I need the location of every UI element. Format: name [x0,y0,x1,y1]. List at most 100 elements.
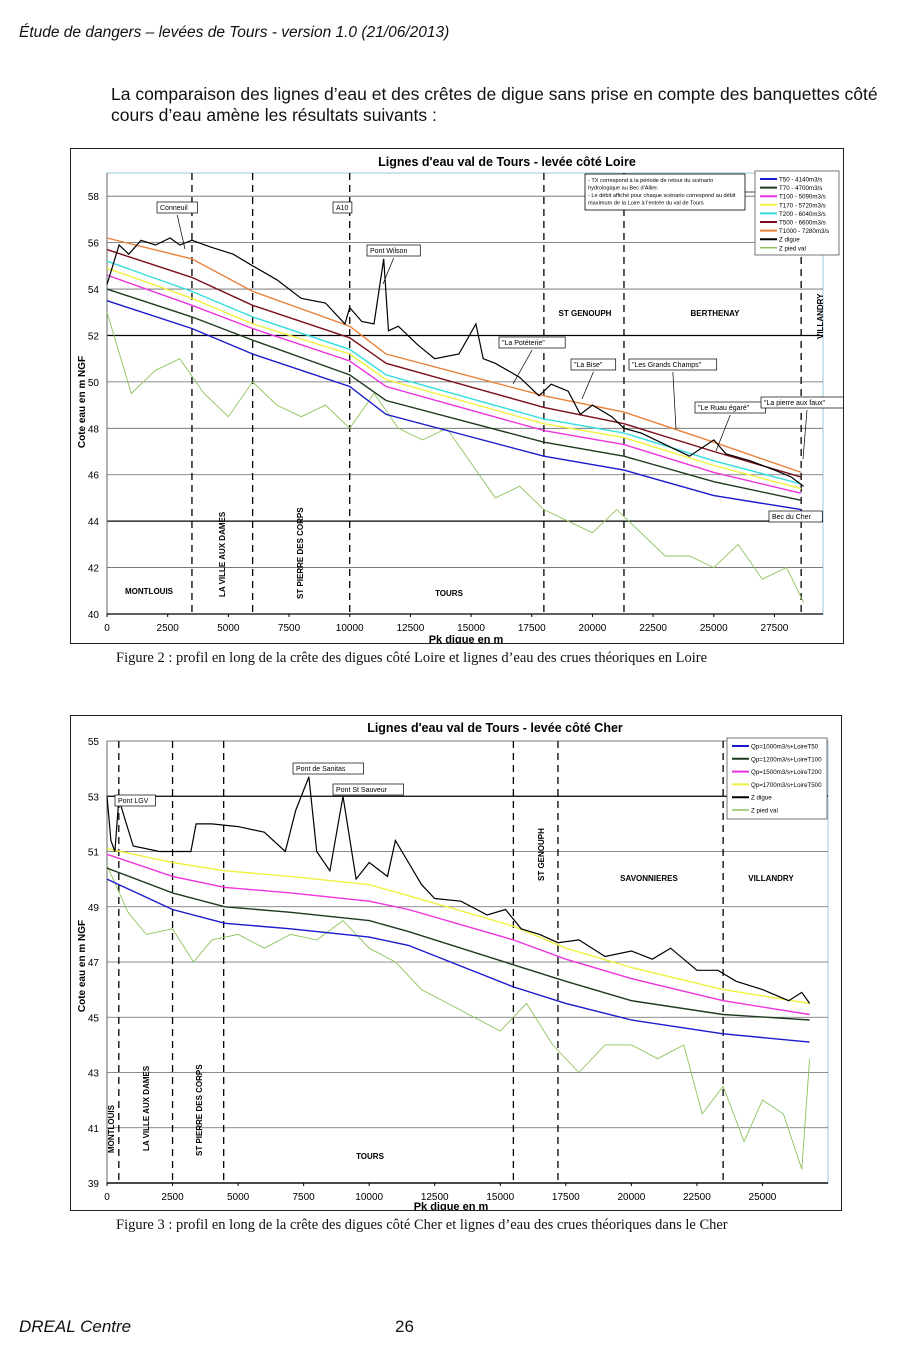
note-box [584,173,746,211]
series-line-0 [106,878,810,1043]
x-tick-label: 0 [104,1192,110,1203]
series-line-z-digue [106,237,804,487]
section-label: TOURS [435,589,464,598]
annotation-leader [512,349,533,385]
section-label: ST PIERRE DES CORPS [296,507,305,599]
y-tick-label: 54 [88,285,100,296]
y-tick-label: 45 [88,1013,100,1024]
y-tick-label: 46 [88,471,100,482]
series-line-1 [106,867,810,1021]
x-tick-label: 5000 [227,1192,250,1203]
x-tick-label: 20000 [617,1192,645,1203]
footer-organization: DREAL Centre [19,1317,132,1336]
intro-paragraph: La comparaison des lignes d’eau et des c… [111,84,878,125]
annotation-box [570,358,617,371]
annotation-box [156,201,198,214]
series-line-2 [106,853,810,1016]
note-text: - TX correspond à la période de retour d… [588,178,713,184]
legend-label: Z digue [751,795,772,802]
annotation-label: Pont de Sanitas [296,766,346,773]
series-line-5 [106,248,802,478]
section-label: ST PIERRE DES CORPS [195,1064,204,1156]
y-tick-label: 52 [88,331,100,342]
annotation-box [332,783,404,796]
document-header: Étude de dangers – levées de Tours - ver… [19,24,450,41]
figure-2-caption: Figure 2 : profil en long de la crête de… [116,650,708,666]
annotation-box [292,762,364,775]
annotation-box [114,794,156,807]
x-tick-label: 25000 [749,1192,777,1203]
y-tick-label: 47 [88,958,100,969]
annotation-label: "Les Grands Champs" [632,362,702,369]
y-tick-label: 41 [88,1124,100,1135]
legend-label: Z pied val [779,245,806,252]
annotation-label: "La Bise" [574,362,603,369]
x-tick-label: 2500 [161,1192,184,1203]
section-label: ST GENOUPH [537,828,546,881]
y-tick-label: 44 [88,517,100,528]
annotation-box [366,244,421,257]
x-tick-label: 15000 [486,1192,514,1203]
section-label: MONTLOUIS [107,1104,116,1153]
x-axis-label: Pk digue en m [429,634,504,643]
annotation-label: "La Potéterie" [502,340,545,347]
x-tick-label: 12500 [396,623,424,634]
x-tick-label: 25000 [700,623,728,634]
series-line-0 [106,300,802,511]
x-tick-label: 22500 [639,623,667,634]
section-label: SAVONNIERES [620,874,678,883]
page-number: 26 [395,1317,414,1336]
annotation-box [628,358,718,371]
annotation-leader [382,257,394,285]
section-label: ST GENOUPH [559,309,612,318]
legend-label: Qp=1200m3/s+LoireT100 [751,756,822,763]
annotation-label: Pont Wilson [370,248,407,255]
annotation-label: A10 [336,205,349,212]
y-tick-label: 39 [88,1179,100,1190]
x-tick-label: 5000 [217,623,240,634]
series-line-4 [106,260,802,485]
y-tick-label: 49 [88,903,100,914]
loire-chart-svg: Lignes d'eau val de Tours - levée côté L… [77,155,854,646]
legend-label: T100 - 5090m3/s [779,194,826,201]
x-tick-label: 12500 [421,1192,449,1203]
annotation-label: Bec du Cher [772,514,812,521]
y-tick-label: 43 [88,1069,100,1080]
y-tick-label: 40 [88,610,100,621]
y-tick-label: 58 [88,192,100,203]
section-label: MONTLOUIS [125,587,174,596]
annotation-leader [672,371,677,430]
note-text: maximum de la Loire à l'entrée du val de… [588,201,704,207]
legend-label: T500 - 6600m3/s [779,220,826,227]
x-tick-label: 20000 [579,623,607,634]
annotation-leader [715,414,731,452]
annotation-leader [802,409,808,460]
x-tick-label: 10000 [336,623,364,634]
figure-3-caption: Figure 3 : profil en long de la crête de… [116,1217,728,1233]
annotation-box [498,336,566,349]
annotation-box [768,510,823,523]
annotation-label: Pont St Sauveur [336,787,388,794]
series-line-2 [106,274,802,494]
section-label: LA VILLE AUX DAMES [142,1065,151,1151]
section-label: TOURS [356,1152,385,1161]
x-tick-label: 2500 [157,623,180,634]
annotation-label: "La pierre aux faux" [764,400,826,407]
x-tick-label: 10000 [355,1192,383,1203]
annotation-leader [176,214,186,250]
legend-label: Z pied val [751,808,778,815]
y-axis-label: Cote eau en m NGF [77,356,88,448]
series-line-z-pied-val [106,312,805,603]
x-tick-label: 17500 [518,623,546,634]
plot-area [106,172,824,615]
figure-3-chart: Lignes d'eau val de Tours - levée côté C… [70,715,842,1213]
annotation-box [332,201,353,214]
section-label: LA VILLE AUX DAMES [218,511,227,597]
annotation-leader [581,371,594,400]
y-tick-label: 53 [88,792,100,803]
chart-title: Lignes d'eau val de Tours - levée côté C… [367,721,623,735]
note-text: - Le débit affiché pour chaque scénario … [588,193,736,199]
note-text: hydrologique au Bec d'Allier. [588,186,659,192]
section-label: VILLANDRY [748,874,794,883]
legend-label: Qp=1000m3/s+LoireT50 [751,744,819,751]
